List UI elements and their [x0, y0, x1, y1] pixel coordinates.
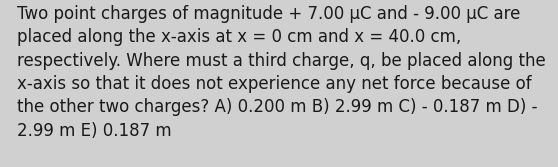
Text: Two point charges of magnitude + 7.00 μC and - 9.00 μC are
placed along the x-ax: Two point charges of magnitude + 7.00 μC… [17, 5, 546, 140]
